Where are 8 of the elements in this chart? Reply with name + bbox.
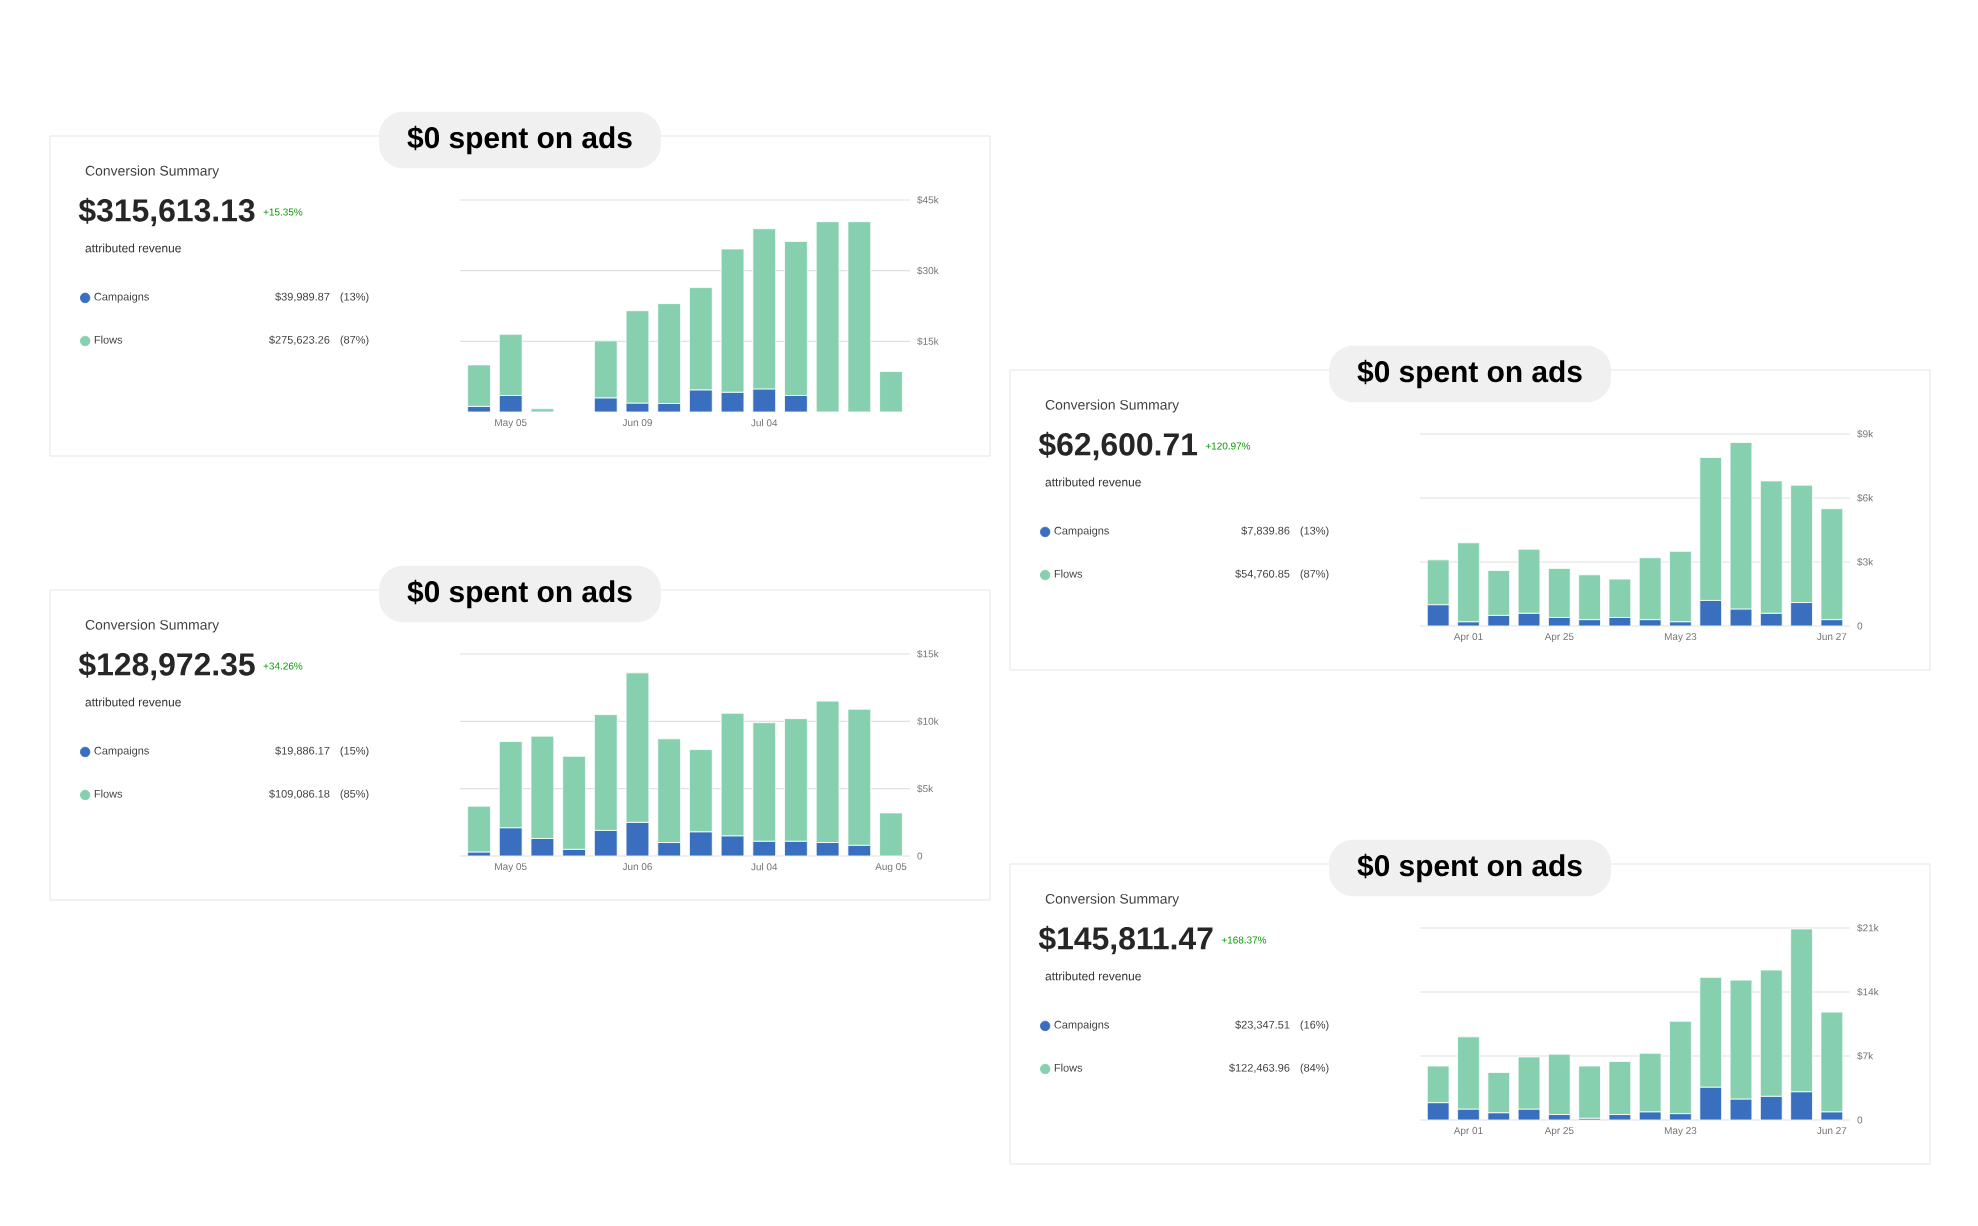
text: $62,600.71 [1038, 431, 1198, 461]
text: $315,613.13 [78, 197, 255, 227]
text: $0 spent on ads [407, 579, 632, 609]
text: $128,972.35 [78, 651, 255, 681]
text: $145,811.47 [1038, 925, 1213, 955]
text: $0 spent on ads [1357, 853, 1582, 883]
text: $0 spent on ads [1357, 359, 1582, 389]
text: $0 spent on ads [407, 125, 632, 155]
